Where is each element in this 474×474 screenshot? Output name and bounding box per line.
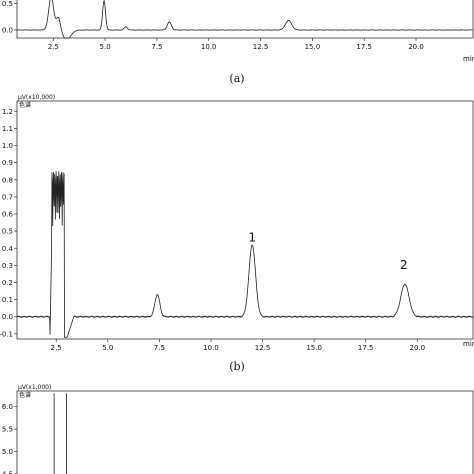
panel-b-unit-label: μV(x10,000) bbox=[18, 94, 55, 101]
panel-c-channel-label: 色谱 bbox=[19, 391, 31, 399]
panel-b-y-tick-label: 0.6 bbox=[2, 211, 14, 219]
panel-a-x-axis: 2.5 5.0 7.5 10.0 12.5 15.0 17.5 20.0 bbox=[48, 38, 424, 51]
panel-a-frame bbox=[16, 0, 474, 39]
panel-a-chart: 0.5 0.0 2.5 5.0 7.5 10.0 12.5 15.0 17.5 20.0 min bbox=[2, 0, 474, 63]
panel-c-chart: μV(x1,000) 色谱 6.0 5.5 5.0 4.5 bbox=[2, 384, 474, 474]
panel-c-trace bbox=[53, 393, 67, 474]
panel-b-x-tick-label: 12.5 bbox=[255, 344, 271, 352]
panel-a-x-tick-label: 10.0 bbox=[201, 43, 217, 51]
panel-b-y-tick-label: 0.7 bbox=[2, 193, 13, 201]
panel-a-x-unit: min bbox=[463, 55, 474, 63]
panel-a-trace bbox=[16, 0, 474, 39]
panel-b-frame bbox=[16, 100, 474, 340]
panel-b-y-tick-label: 0.9 bbox=[2, 159, 13, 167]
panel-b-y-tick-label: -0.1 bbox=[0, 330, 13, 338]
panel-a-x-tick-label: 5.0 bbox=[100, 43, 111, 51]
panel-b-y-tick-label: 0.1 bbox=[2, 296, 13, 304]
panel-a-x-tick-label: 12.5 bbox=[253, 43, 269, 51]
panel-b-y-tick-label: 0.4 bbox=[2, 245, 14, 253]
panel-b-x-tick-label: 7.5 bbox=[154, 344, 165, 352]
caption-b: (b) bbox=[229, 360, 245, 373]
panel-a-x-tick-label: 17.5 bbox=[356, 43, 372, 51]
panel-b-y-tick-label: 0.2 bbox=[2, 279, 13, 287]
panel-b-y-tick-label: 1.1 bbox=[2, 125, 13, 133]
panel-c-y-tick-label: 5.5 bbox=[2, 426, 13, 434]
panel-b-y-tick-label: 0.8 bbox=[2, 176, 13, 184]
panel-a-x-tick-label: 20.0 bbox=[408, 43, 424, 51]
panel-c-unit-label: μV(x1,000) bbox=[18, 384, 51, 391]
panel-c-frame bbox=[16, 390, 474, 474]
panel-b-x-tick-label: 15.0 bbox=[306, 344, 322, 352]
panel-b-x-tick-label: 2.5 bbox=[51, 344, 62, 352]
panel-c-y-tick-label: 5.0 bbox=[2, 448, 13, 456]
panel-b-trace bbox=[16, 171, 474, 338]
panel-c-y-axis: 6.0 5.5 5.0 4.5 bbox=[2, 403, 17, 474]
panel-a-x-tick-label: 7.5 bbox=[151, 43, 162, 51]
panel-b-y-tick-label: 1.2 bbox=[2, 108, 13, 116]
panel-c-y-tick-label: 4.5 bbox=[2, 471, 13, 474]
panel-b-y-tick-label: 0.0 bbox=[2, 313, 13, 321]
panel-b-chart: μV(x10,000) 色谱 1.2 1.1 1.0 0.9 0.8 0.7 0.6 0.5 0… bbox=[0, 94, 474, 352]
caption-a: (a) bbox=[229, 72, 244, 85]
panel-c-y-tick-label: 6.0 bbox=[2, 403, 13, 411]
panel-a-x-tick-label: 2.5 bbox=[48, 43, 59, 51]
panel-a-y-tick-label: 0.5 bbox=[2, 0, 13, 8]
panel-b-x-axis: 2.5 5.0 7.5 10.0 12.5 15.0 17.5 20.0 bbox=[51, 339, 425, 352]
panel-b-y-tick-label: 0.5 bbox=[2, 228, 13, 236]
panel-b-x-tick-label: 17.5 bbox=[358, 344, 374, 352]
panel-a-x-tick-label: 15.0 bbox=[305, 43, 321, 51]
panel-b-y-tick-label: 0.3 bbox=[2, 262, 13, 270]
panel-b-x-tick-label: 20.0 bbox=[409, 344, 425, 352]
panel-b-x-tick-label: 5.0 bbox=[102, 344, 113, 352]
panel-b-y-axis: 1.2 1.1 1.0 0.9 0.8 0.7 0.6 0.5 0.4 0.3 0.2 0.1 0.0 -… bbox=[0, 108, 17, 338]
peak-label-2: 2 bbox=[400, 258, 408, 272]
panel-a-y-axis: 0.5 0.0 bbox=[2, 0, 17, 35]
panel-b-x-tick-label: 10.0 bbox=[203, 344, 219, 352]
panel-a-y-tick-label: 0.0 bbox=[2, 27, 13, 35]
panel-b-y-tick-label: 1.0 bbox=[2, 142, 13, 150]
panel-b-x-unit: min bbox=[463, 340, 474, 348]
panel-b-channel-label: 色谱 bbox=[19, 101, 31, 109]
peak-label-1: 1 bbox=[248, 230, 256, 244]
